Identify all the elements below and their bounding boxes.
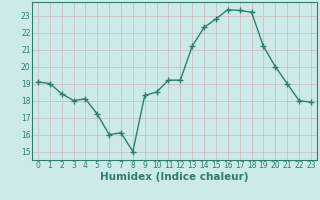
X-axis label: Humidex (Indice chaleur): Humidex (Indice chaleur)	[100, 172, 249, 182]
